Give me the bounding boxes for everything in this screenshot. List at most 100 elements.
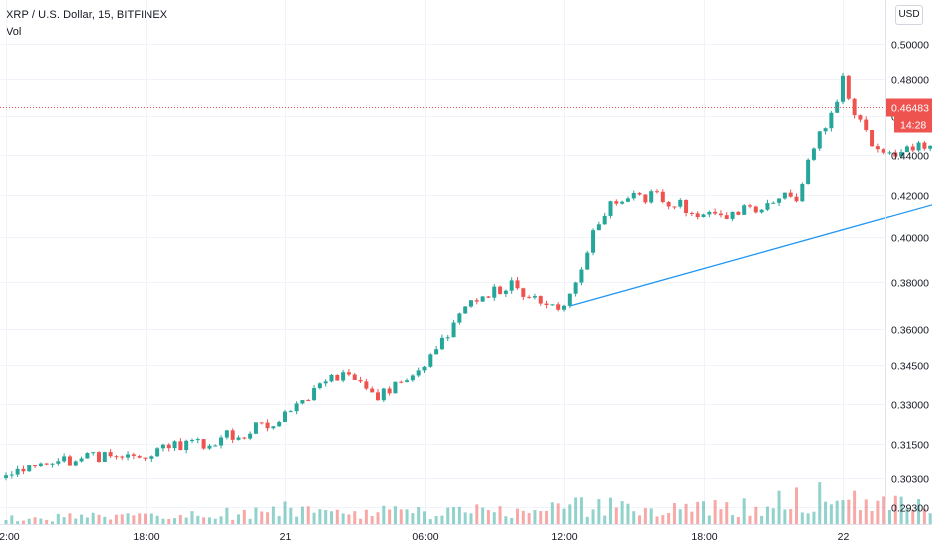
volume-bar (841, 500, 845, 524)
price-tick-label: 0.42000 (891, 191, 929, 203)
volume-bar (574, 497, 578, 524)
volume-bar (649, 508, 653, 524)
volume-bar (603, 515, 607, 524)
price-tick-label: 0.44000 (891, 151, 929, 163)
candle-body (15, 468, 20, 475)
time-axis[interactable]: 12:0018:002106:0012:0018:002206:0012:001… (0, 531, 932, 543)
candle-body (782, 192, 787, 199)
volume-bar (789, 509, 793, 524)
candle-body (108, 452, 113, 457)
candle-body (259, 422, 264, 424)
volume-bar (318, 509, 322, 524)
volume-bar (492, 512, 496, 524)
volume-bar (620, 501, 624, 524)
volume-bar (638, 515, 642, 524)
volume-bar (68, 513, 72, 524)
candle-body (236, 437, 241, 440)
candle-body (846, 75, 851, 99)
candle-body (614, 201, 619, 204)
candle-body (753, 206, 758, 213)
time-tick-label: 12:00 (551, 531, 577, 543)
candle-body (195, 439, 200, 441)
volume-bar (905, 508, 909, 524)
candle-body (190, 440, 194, 442)
volume-bar (207, 517, 211, 524)
price-tick-label: 0.29300 (891, 503, 929, 515)
volume-bar (393, 506, 397, 524)
candle-body (695, 213, 700, 217)
volume-bar (33, 517, 37, 524)
volume-label[interactable]: Vol (6, 26, 22, 38)
candle-body (137, 455, 142, 458)
volume-bar (388, 509, 392, 524)
candle-body (591, 230, 596, 253)
volume-bar (678, 509, 682, 524)
candle-body (585, 252, 590, 270)
volume-bar (10, 515, 14, 524)
volume-bar (690, 511, 694, 524)
candle-body (271, 426, 276, 429)
candle-body (120, 456, 125, 458)
candle-body (852, 98, 857, 116)
volume-bar (754, 506, 758, 524)
candle-body (486, 296, 491, 298)
candle-body (899, 152, 904, 157)
volume-bar (405, 509, 409, 524)
volume-bar (672, 503, 676, 524)
candle-body (480, 296, 485, 302)
volume-bar (312, 512, 316, 524)
volume-bar (568, 504, 572, 524)
volume-bar (138, 513, 142, 524)
volume-bar (556, 503, 560, 524)
candle-body (405, 380, 410, 382)
candle-body (823, 128, 828, 132)
triangle-lower-trendline (569, 204, 932, 307)
candle-body (655, 191, 659, 193)
candlesticks (4, 72, 932, 481)
volume-bar (97, 514, 101, 524)
candle-body (910, 146, 915, 151)
candle-body (416, 370, 421, 376)
candle-body (445, 337, 450, 339)
price-tick-label: 0.30300 (891, 474, 929, 486)
candle-body (858, 115, 863, 120)
candle-body (748, 205, 752, 207)
volume-bar (626, 503, 630, 524)
volume-bar (858, 510, 862, 524)
candle-body (184, 440, 189, 451)
volume-bar (457, 506, 461, 524)
volume-bar (521, 510, 525, 524)
drawings[interactable] (569, 31, 932, 307)
volume-bar (748, 515, 752, 524)
volume-bar (364, 509, 368, 524)
volume-bar (353, 511, 357, 524)
candle-body (434, 349, 439, 355)
candle-body (637, 192, 642, 195)
candle-body (283, 411, 287, 422)
volume-bar (876, 500, 880, 524)
candle-body (870, 130, 875, 147)
volume-bar (614, 507, 618, 524)
volume-bar (56, 513, 60, 524)
volume-bar (888, 509, 891, 524)
candle-body (922, 142, 927, 149)
currency-button[interactable]: USD (895, 5, 923, 25)
symbol-title[interactable]: XRP / U.S. Dollar, 15, BITFINEX (6, 9, 168, 21)
volume-bar (80, 514, 84, 524)
price-tick-label: 0.38000 (891, 278, 929, 290)
volume-bar (417, 507, 421, 524)
candle-body (155, 448, 160, 457)
volume-bar (911, 509, 915, 524)
candle-body (684, 199, 689, 213)
volume-bar (585, 516, 589, 524)
volume-bar (85, 517, 89, 524)
volume-bar (533, 510, 537, 524)
volume-bar (667, 513, 671, 524)
volume-bar (231, 519, 235, 524)
volume-bar (783, 509, 787, 524)
chart-header: XRP / U.S. Dollar, 15, BITFINEX Vol (6, 7, 167, 40)
price-tick-label: 0.50000 (891, 40, 929, 52)
volume-bar (376, 512, 380, 524)
volume-bar (306, 506, 310, 524)
